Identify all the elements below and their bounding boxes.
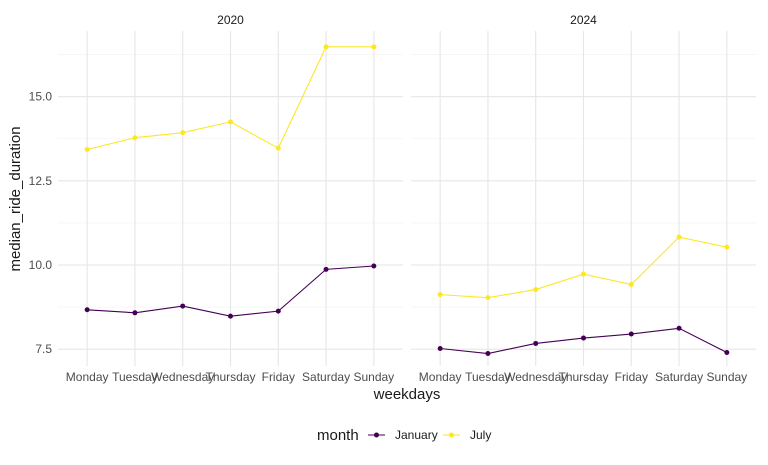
data-point-january (533, 340, 539, 346)
data-point-january (485, 351, 491, 357)
data-point-july (323, 44, 329, 50)
data-point-january (228, 313, 233, 319)
data-point-july (676, 234, 682, 240)
data-point-july (228, 119, 233, 125)
data-point-january (581, 335, 586, 341)
data-point-january (437, 345, 443, 351)
data-point-july (84, 147, 90, 153)
data-point-january (628, 331, 634, 337)
x-tick-label: Friday (615, 370, 648, 384)
data-point-january (371, 263, 377, 269)
data-point-january (180, 303, 186, 309)
data-point-january (132, 310, 138, 316)
y-tick-label: 7.5 (35, 342, 52, 356)
x-tick-label: Saturday (655, 370, 703, 384)
x-tick-label: Wednesday (151, 370, 214, 384)
data-point-january (724, 350, 730, 356)
x-tick-label: Sunday (706, 370, 747, 384)
data-point-july (724, 244, 730, 250)
x-tick-label: Tuesday (112, 370, 158, 384)
data-point-january (275, 308, 281, 314)
data-point-july (485, 295, 491, 301)
legend: month January July (317, 427, 491, 444)
legend-label: January (395, 428, 438, 442)
x-tick-label: Wednesday (504, 370, 567, 384)
facet-title: 2024 (570, 13, 597, 27)
data-point-january (84, 307, 90, 313)
data-point-january (323, 266, 329, 272)
x-tick-label: Friday (262, 370, 295, 384)
y-tick-label: 15.0 (29, 90, 53, 104)
data-point-july (180, 130, 186, 136)
x-tick-label: Saturday (302, 370, 350, 384)
legend-label: July (470, 428, 491, 442)
data-point-july (132, 135, 138, 141)
data-point-july (371, 44, 377, 50)
facet-title: 2020 (217, 13, 244, 27)
x-tick-label: Monday (419, 370, 462, 384)
x-tick-label: Thursday (205, 370, 255, 384)
x-tick-label: Monday (66, 370, 109, 384)
y-tick-label: 10.0 (29, 258, 53, 272)
x-tick-label: Tuesday (465, 370, 511, 384)
data-point-july (533, 287, 539, 293)
legend-key-point (449, 432, 454, 438)
data-point-july (437, 292, 443, 298)
data-point-july (628, 282, 634, 288)
y-axis-title: median_ride_duration (7, 126, 24, 271)
data-point-january (676, 325, 682, 331)
legend-title: month (317, 427, 359, 444)
y-tick-label: 12.5 (29, 174, 53, 188)
x-tick-label: Sunday (353, 370, 394, 384)
x-axis-title: weekdays (373, 386, 441, 403)
data-point-july (275, 145, 281, 151)
x-tick-label: Thursday (558, 370, 608, 384)
legend-key-point (374, 432, 379, 438)
data-point-july (581, 271, 586, 277)
